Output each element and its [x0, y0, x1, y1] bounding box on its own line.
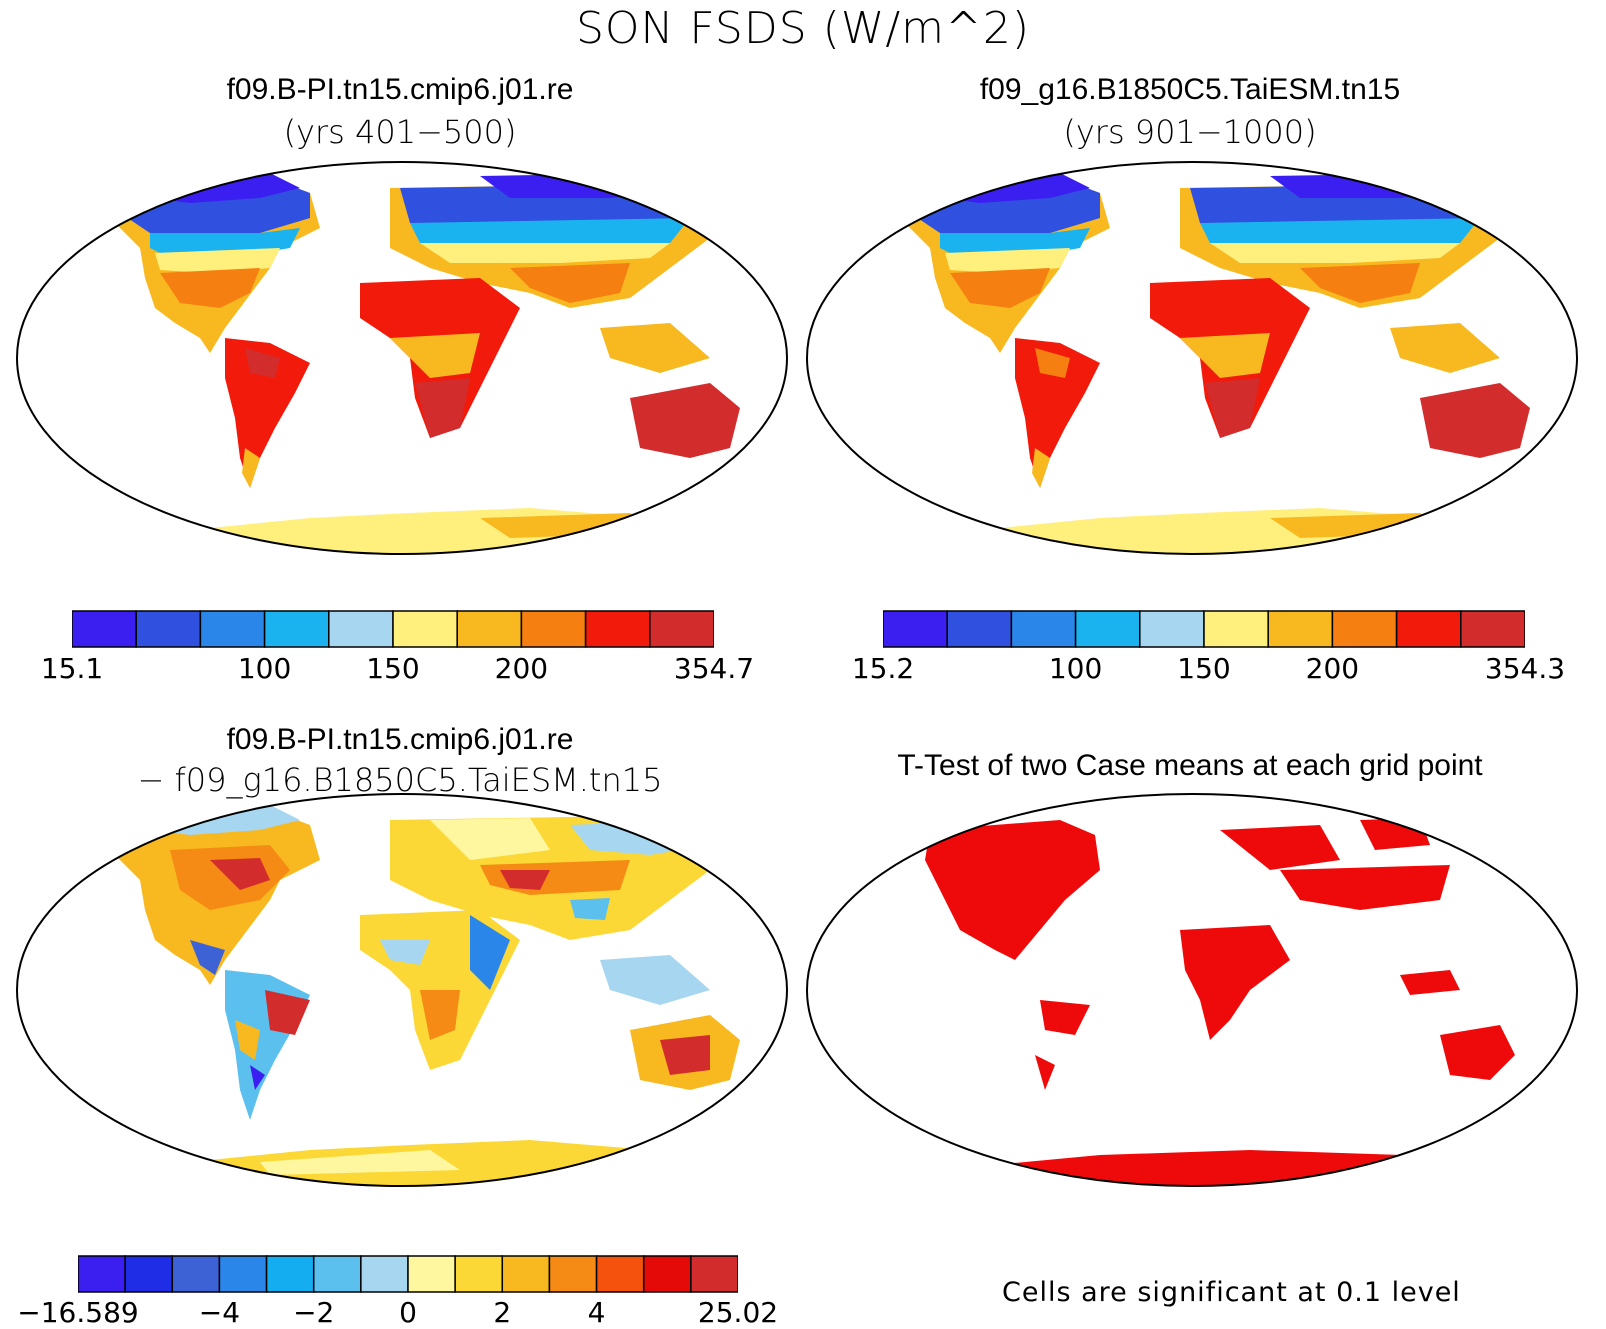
- colorbar-swatch: [1460, 610, 1525, 648]
- panel-3-subtitle: − f09_g16.B1850C5.TaiESM.tn15: [137, 761, 663, 799]
- colorbar-tick-label: 200: [1305, 652, 1360, 685]
- colorbar-swatch: [1395, 610, 1462, 648]
- map-panel-3: [16, 793, 788, 1187]
- panel-1-title: f09.B-PI.tn15.cmip6.j01.re: [226, 73, 574, 106]
- colorbar-tick-label: 354.3: [1484, 652, 1566, 685]
- colorbar-swatch: [1010, 610, 1077, 648]
- colorbar-swatch: [584, 610, 651, 648]
- colorbar-swatch: [392, 610, 458, 648]
- colorbar-tick-label: 2: [493, 1296, 512, 1329]
- panel-2-subtitle: (yrs 901−1000): [1063, 113, 1317, 151]
- south-america-region: [225, 338, 310, 488]
- colorbar-tick-label: 15.2: [851, 652, 915, 685]
- colorbar-tick-label: 15.1: [40, 652, 104, 685]
- africa-region: [1150, 278, 1310, 438]
- colorbar-swatch: [501, 1255, 551, 1293]
- colorbar-swatch: [360, 1255, 409, 1293]
- colorbar-tick-label: 354.7: [673, 652, 755, 685]
- north-america-region: [110, 173, 320, 353]
- map-panel-2: [806, 161, 1578, 555]
- australia-region: [630, 1015, 740, 1090]
- colorbar-swatch: [328, 610, 394, 648]
- colorbar-swatch: [642, 1255, 692, 1293]
- colorbar-swatch: [78, 1255, 126, 1293]
- southeast-asia-region: [600, 323, 710, 373]
- colorbar-swatch: [1139, 610, 1205, 648]
- colorbar-tick-label: 100: [237, 652, 292, 685]
- colorbar-tick-label: −2: [293, 1296, 335, 1329]
- map-panel-4: [806, 793, 1578, 1187]
- north-america-region: [900, 173, 1110, 353]
- colorbar-swatch: [1331, 610, 1398, 648]
- significant-cells: [925, 818, 1515, 1186]
- australia-region: [1420, 383, 1530, 458]
- colorbar-swatch: [135, 610, 202, 648]
- africa-region: [360, 278, 520, 438]
- colorbar-swatch: [649, 610, 714, 648]
- colorbar-tick-label: 200: [494, 652, 549, 685]
- significance-footnote: Cells are significant at 0.1 level: [1002, 1277, 1461, 1308]
- colorbar-swatch: [263, 610, 330, 648]
- colorbar-panel-3: [78, 1255, 738, 1293]
- panel-3-title: f09.B-PI.tn15.cmip6.j01.re: [226, 723, 574, 756]
- colorbar-swatch: [548, 1255, 598, 1293]
- colorbar-swatch: [407, 1255, 456, 1293]
- colorbar-swatch: [312, 1255, 362, 1293]
- australia-region: [630, 383, 740, 458]
- panel-1-subtitle: (yrs 401−500): [283, 113, 517, 151]
- map-panel-1: [16, 161, 788, 555]
- figure-title: SON FSDS (W/m^2): [575, 3, 1031, 54]
- colorbar-swatch: [595, 1255, 645, 1293]
- colorbar-panel-2: [883, 610, 1525, 648]
- colorbar-swatch: [454, 1255, 504, 1293]
- colorbar-swatch: [72, 610, 137, 648]
- southeast-asia-region: [600, 955, 710, 1005]
- colorbar-tick-label: 25.02: [697, 1296, 779, 1329]
- colorbar-tick-label: 150: [1177, 652, 1231, 685]
- colorbar-panel-1: [72, 610, 714, 648]
- panel-2-title: f09_g16.B1850C5.TaiESM.tn15: [979, 73, 1401, 106]
- colorbar-swatch: [218, 1255, 268, 1293]
- africa-region: [360, 910, 520, 1070]
- colorbar-swatch: [199, 610, 266, 648]
- colorbar-swatch: [456, 610, 523, 648]
- colorbar-swatch: [265, 1255, 315, 1293]
- south-america-region: [1015, 338, 1100, 488]
- colorbar-swatch: [946, 610, 1013, 648]
- colorbar-tick-label: −4: [198, 1296, 241, 1329]
- north-america-region: [110, 805, 320, 985]
- colorbar-tick-label: 0: [399, 1296, 417, 1329]
- colorbar-swatch: [1267, 610, 1334, 648]
- colorbar-swatch: [520, 610, 587, 648]
- colorbar-swatch: [690, 1255, 738, 1293]
- eurasia-region: [390, 815, 750, 940]
- south-america-region: [225, 970, 310, 1120]
- colorbar-tick-label: 150: [366, 652, 420, 685]
- colorbar-swatch: [171, 1255, 221, 1293]
- colorbar-swatch: [1203, 610, 1269, 648]
- colorbar-tick-label: −16.589: [17, 1296, 139, 1329]
- colorbar-tick-label: 100: [1048, 652, 1103, 685]
- panel-4-title: T-Test of two Case means at each grid po…: [897, 749, 1483, 782]
- colorbar-swatch: [883, 610, 948, 648]
- southeast-asia-region: [1390, 323, 1500, 373]
- colorbar-swatch: [124, 1255, 174, 1293]
- colorbar-swatch: [1074, 610, 1141, 648]
- colorbar-tick-label: 4: [587, 1296, 606, 1329]
